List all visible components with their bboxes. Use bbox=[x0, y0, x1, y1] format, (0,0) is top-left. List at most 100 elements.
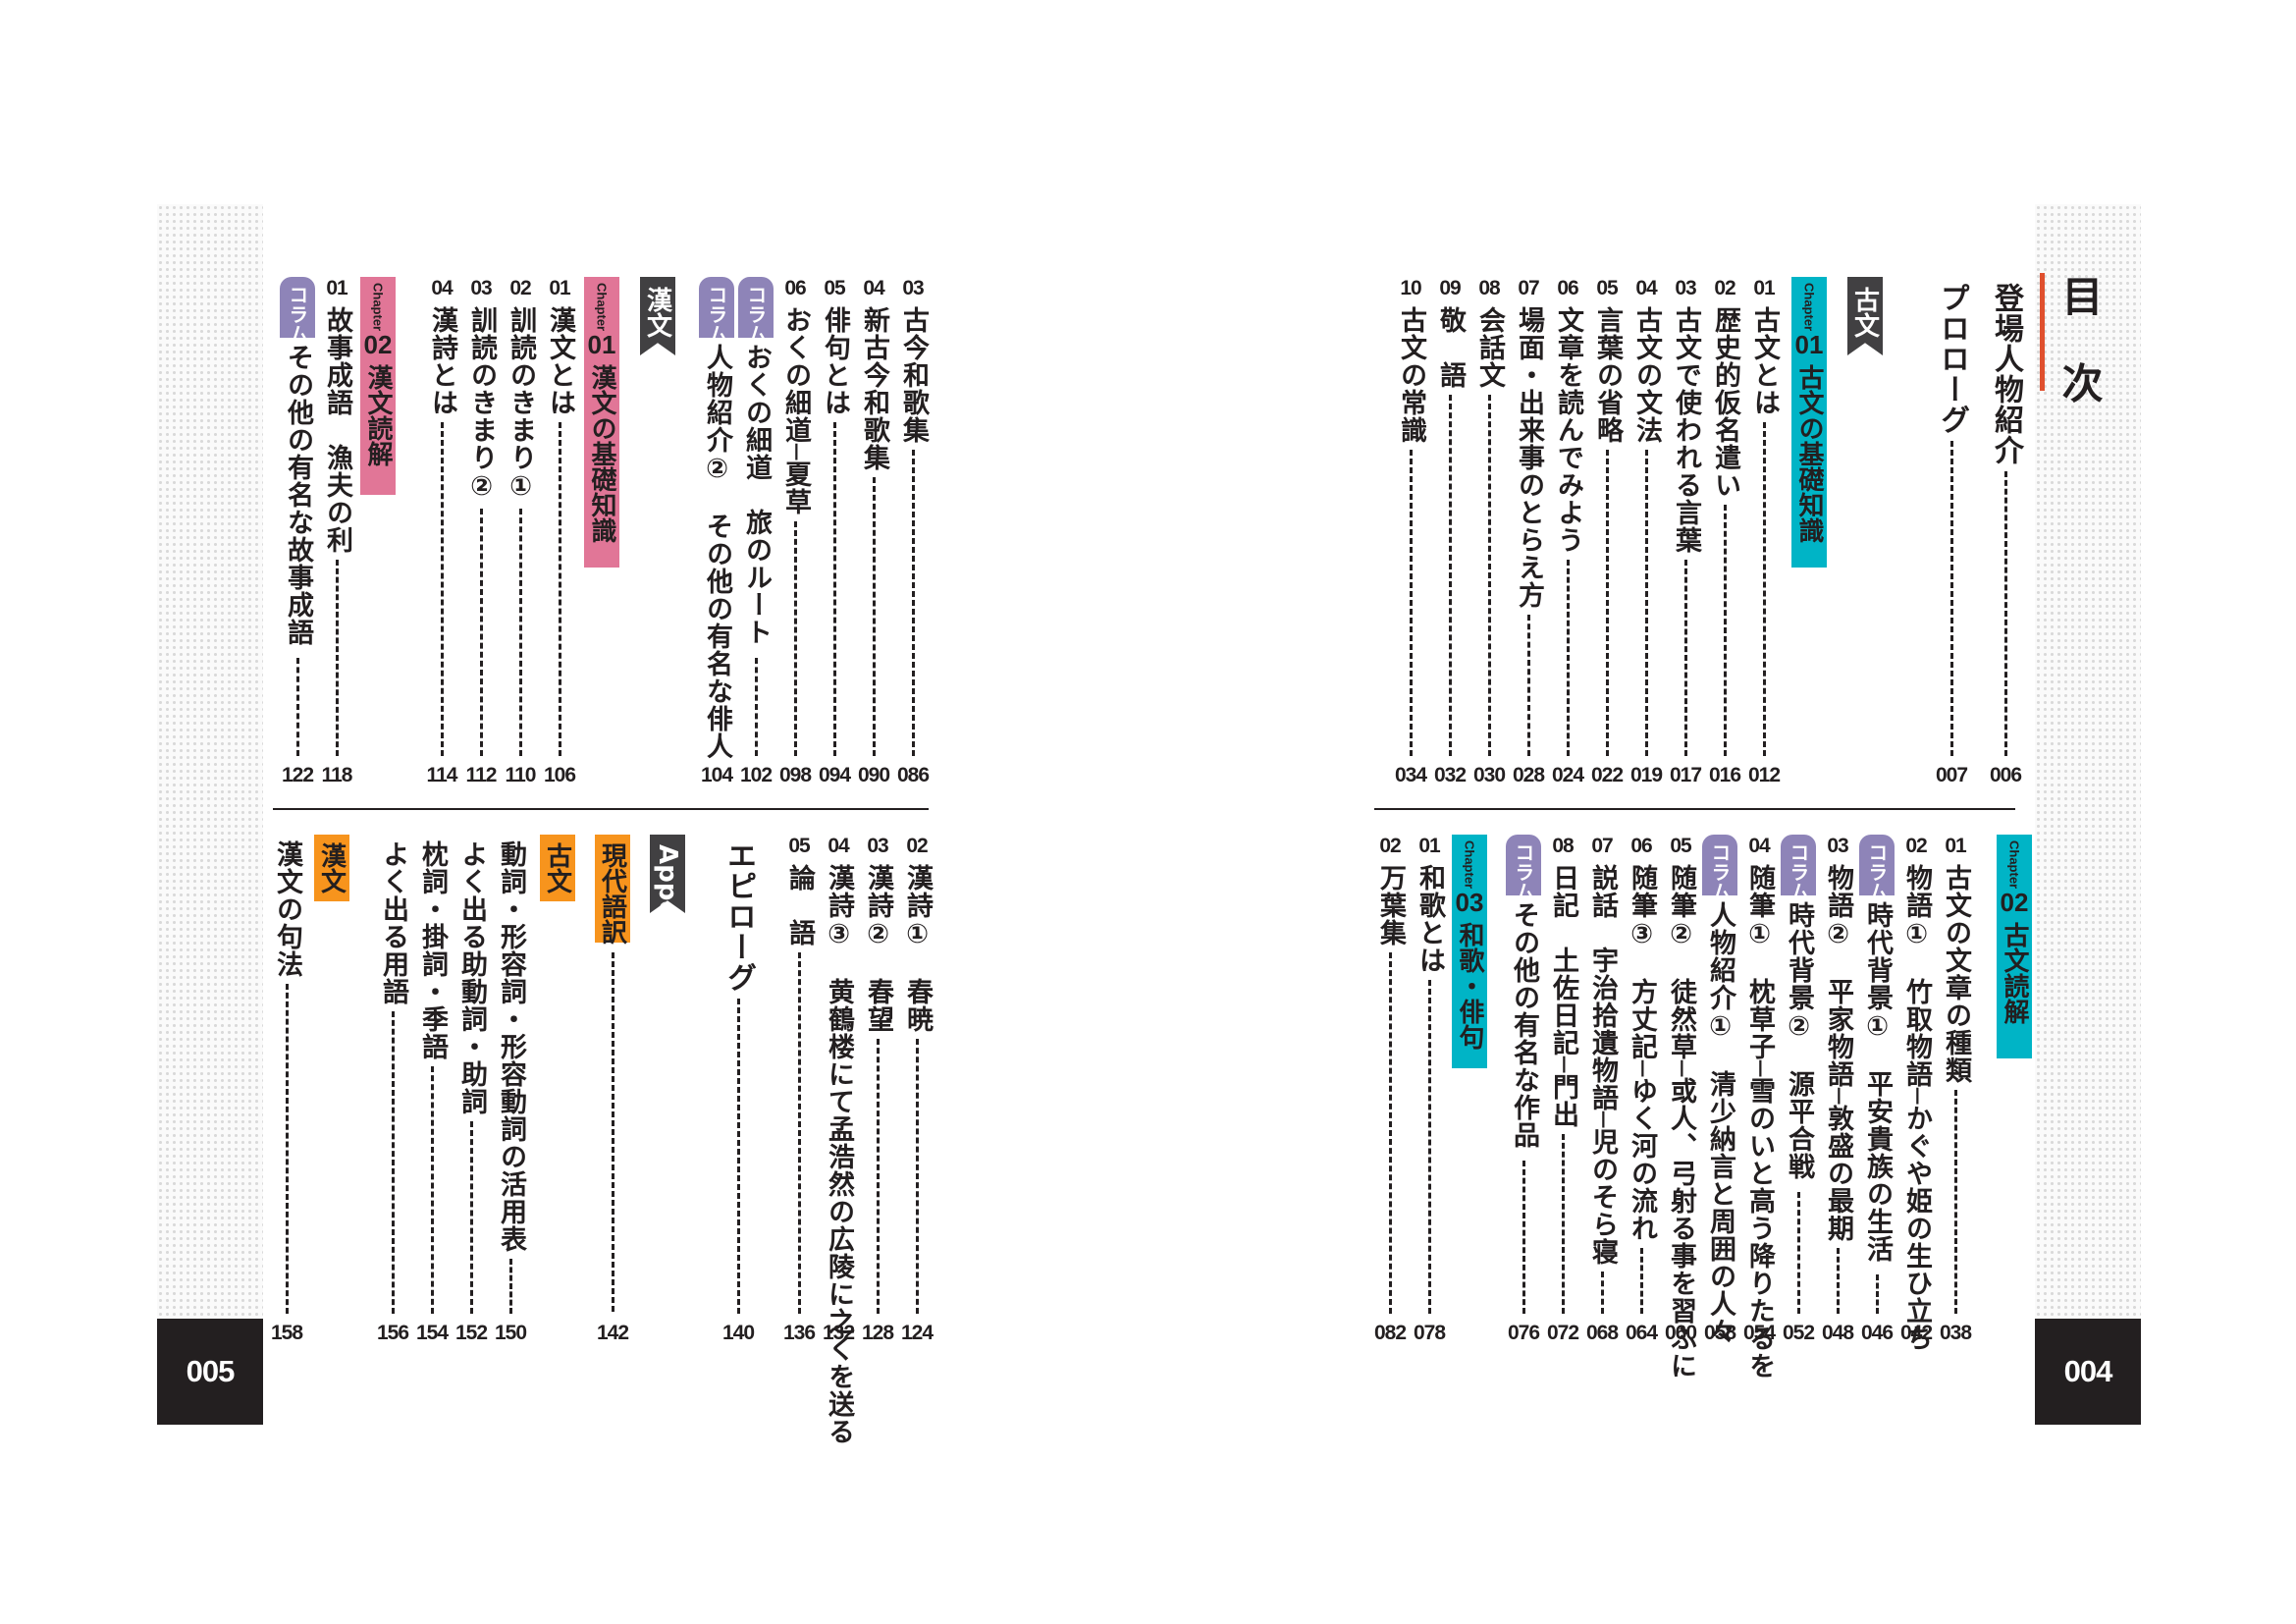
toc-entry-text: 01 漢文とは bbox=[540, 277, 579, 416]
toc-entry-page: 016 bbox=[1708, 764, 1741, 786]
toc-entry[interactable]: 01 漢文とは 106 bbox=[540, 0, 579, 1624]
toc-entry-title: プロローグ bbox=[1935, 283, 1969, 435]
toc-entry-number: 06 bbox=[784, 277, 806, 299]
toc-entry[interactable]: 02 歴史的仮名遣い 016 bbox=[1705, 0, 1744, 1624]
chapter-title: 漢文読解 bbox=[363, 364, 393, 467]
toc-entry[interactable]: 06 随筆③ 方丈記─ゆく河の流れ 064 bbox=[1622, 0, 1661, 1624]
toc-entry[interactable]: 05 随筆② 徒然草─或人、弓射る事を習ふに 060 bbox=[1661, 0, 1700, 1624]
leader-dots bbox=[755, 658, 758, 756]
toc-entry[interactable]: 04 漢詩とは 114 bbox=[422, 0, 461, 1624]
kanbun-box-label: 漢文 bbox=[316, 842, 347, 893]
toc-entry[interactable]: 02 訓読のきまり① 110 bbox=[501, 0, 540, 1624]
toc-entry[interactable]: 06 おくの細道─夏草 098 bbox=[775, 0, 815, 1624]
toc-entry[interactable]: 02 漢詩① 春暁 124 bbox=[897, 0, 936, 1624]
toc-entry[interactable]: よく出る用語 156 bbox=[373, 0, 412, 1624]
toc-entry-page: 098 bbox=[778, 764, 812, 786]
toc-entry[interactable]: 08 会話文 030 bbox=[1469, 0, 1509, 1624]
toc-entry-title: おくの細道 旅のルート bbox=[741, 344, 772, 646]
toc-entry[interactable]: 03 物語② 平家物語─敦盛の最期 048 bbox=[1818, 0, 1857, 1624]
toc-entry-page: 152 bbox=[454, 1322, 488, 1344]
toc-entry[interactable]: 07 場面・出来事のとらえ方 028 bbox=[1509, 0, 1548, 1624]
column-badge-label: コラム bbox=[1787, 842, 1810, 901]
toc-entry[interactable]: 04 新古今和歌集 090 bbox=[854, 0, 893, 1624]
toc-entry-title: 訓読のきまり② bbox=[466, 306, 497, 503]
leader-dots bbox=[1428, 980, 1431, 1314]
toc-entry[interactable]: コラム 人物紹介② その他の有名な俳人 104 bbox=[697, 0, 736, 1624]
toc-entry[interactable]: 03 訓読のきまり② 112 bbox=[461, 0, 501, 1624]
toc-entry-page: 060 bbox=[1664, 1322, 1697, 1344]
toc-entry[interactable]: 漢文の句法 158 bbox=[267, 0, 306, 1624]
toc-entry-number: 10 bbox=[1400, 277, 1421, 299]
leader-dots bbox=[509, 1259, 512, 1314]
toc-entry[interactable]: コラム 時代背景① 平安貴族の生活 046 bbox=[1857, 0, 1896, 1624]
chapter-title: 古文読解 bbox=[2000, 922, 2029, 1025]
toc-entry-number: 04 bbox=[1748, 835, 1770, 857]
toc-entry[interactable]: 06 文章を読んでみよう 024 bbox=[1548, 0, 1587, 1624]
toc-entry-number: 04 bbox=[1635, 277, 1657, 299]
toc-entry[interactable]: 05 論 語 136 bbox=[779, 0, 819, 1624]
toc-entry-title: 故事成語 漁夫の利 bbox=[322, 306, 352, 554]
toc-entry[interactable]: 01 古文の文章の種類 038 bbox=[1936, 0, 1975, 1624]
toc-entry[interactable]: プロローグ 007 bbox=[1932, 0, 1971, 1624]
toc-entry[interactable]: 05 俳句とは 094 bbox=[815, 0, 854, 1624]
toc-entry[interactable]: 01 和歌とは 078 bbox=[1410, 0, 1449, 1624]
toc-entry[interactable]: コラム その他の有名な故事成語 122 bbox=[278, 0, 317, 1624]
toc-entry-page: 124 bbox=[900, 1322, 934, 1344]
toc-entry[interactable]: 01 古文とは 012 bbox=[1744, 0, 1784, 1624]
toc-entry[interactable]: 04 古文の文法 019 bbox=[1627, 0, 1666, 1624]
toc-entry[interactable]: 03 漢詩② 春望 128 bbox=[858, 0, 897, 1624]
toc-entry[interactable]: コラム 人物紹介① 清少納言と周囲の人々 058 bbox=[1700, 0, 1739, 1624]
toc-entry-title: 漢詩③ 黄鶴楼にて孟浩然の広陵に之くを送る bbox=[824, 864, 854, 1445]
leader-dots bbox=[480, 509, 483, 756]
toc-entry[interactable]: 登場人物紹介 006 bbox=[1986, 0, 2025, 1624]
toc-entry[interactable]: 02 万葉集 082 bbox=[1370, 0, 1410, 1624]
column-badge-label: コラム bbox=[744, 285, 768, 344]
toc-entry-title: 人物紹介② その他の有名な俳人 bbox=[702, 344, 732, 760]
toc-entry-title: 歴史的仮名遣い bbox=[1710, 306, 1740, 499]
toc-entry-title: 古今和歌集 bbox=[898, 306, 929, 444]
toc-entry[interactable]: 10 古文の常識 034 bbox=[1391, 0, 1430, 1624]
toc-entry[interactable]: 04 随筆① 枕草子─雪のいと高う降りたるを 054 bbox=[1739, 0, 1779, 1624]
leader-dots bbox=[1684, 560, 1687, 756]
toc-entry[interactable]: コラム その他の有名な作品 076 bbox=[1504, 0, 1543, 1624]
toc-entry[interactable]: コラム 時代背景② 源平合戦 052 bbox=[1779, 0, 1818, 1624]
toc-entry-text: 02 物語① 竹取物語─かぐや姫の生ひ立ち bbox=[1896, 835, 1936, 1352]
toc-entry[interactable]: 動詞・形容詞・形容動詞の活用表 150 bbox=[491, 0, 530, 1624]
toc-entry-page: 102 bbox=[739, 764, 773, 786]
toc-entry-title: 随筆① 枕草子─雪のいと高う降りたるを bbox=[1744, 864, 1775, 1380]
kobun-box-label: 古文 bbox=[542, 842, 572, 893]
toc-entry[interactable]: 03 古文で使われる言葉 017 bbox=[1666, 0, 1705, 1624]
toc-entry[interactable]: 09 敬 語 032 bbox=[1430, 0, 1469, 1624]
toc-entry-number: 01 bbox=[1753, 277, 1775, 299]
toc-entry[interactable]: 01 故事成語 漁夫の利 118 bbox=[317, 0, 356, 1624]
leader-dots bbox=[737, 999, 740, 1314]
toc-entry-number: 02 bbox=[1905, 835, 1927, 857]
toc-entry[interactable]: 07 説話 宇治拾遺物語─児のそら寝 068 bbox=[1582, 0, 1622, 1624]
toc-entry-number: 02 bbox=[906, 835, 928, 857]
chapter-title: 漢文の基礎知識 bbox=[587, 364, 616, 544]
toc-entry-text: 04 新古今和歌集 bbox=[854, 277, 893, 471]
toc-entry-number: 04 bbox=[828, 835, 849, 857]
toc-entry-text: 動詞・形容詞・形容動詞の活用表 bbox=[491, 835, 530, 1253]
toc-entry[interactable]: よく出る助動詞・助詞 152 bbox=[452, 0, 491, 1624]
toc-entry[interactable]: 02 物語① 竹取物語─かぐや姫の生ひ立ち 042 bbox=[1896, 0, 1936, 1624]
toc-entry-number: 05 bbox=[824, 277, 845, 299]
toc-entry[interactable]: 04 漢詩③ 黄鶴楼にて孟浩然の広陵に之くを送る 132 bbox=[819, 0, 858, 1624]
toc-entry[interactable]: コラム おくの細道 旅のルート 102 bbox=[736, 0, 775, 1624]
toc-entry[interactable]: 03 古今和歌集 086 bbox=[893, 0, 933, 1624]
toc-entry-title: おくの細道─夏草 bbox=[780, 306, 811, 516]
toc-entry[interactable]: 05 言葉の省略 022 bbox=[1587, 0, 1627, 1624]
toc-entry-title: 古文の文法 bbox=[1631, 306, 1662, 444]
leader-dots bbox=[1410, 450, 1413, 756]
toc-entry-text: 02 漢詩① 春暁 bbox=[897, 835, 936, 1033]
toc-entry[interactable]: 142 bbox=[593, 0, 632, 1624]
toc-entry[interactable]: エピローグ 140 bbox=[719, 0, 758, 1624]
toc-entry-number: 03 bbox=[1675, 277, 1696, 299]
toc-entry[interactable]: 枕詞・掛詞・季語 154 bbox=[412, 0, 452, 1624]
toc-entry[interactable]: 08 日記 土佐日記─門出 072 bbox=[1543, 0, 1582, 1624]
toc-entry-text: 02 歴史的仮名遣い bbox=[1705, 277, 1744, 499]
leader-dots bbox=[1950, 441, 1953, 756]
toc-entry-title: 時代背景② 源平合戦 bbox=[1784, 901, 1814, 1180]
toc-entry-title: 万葉集 bbox=[1375, 864, 1406, 947]
toc-entry-text: 09 敬 語 bbox=[1430, 277, 1469, 389]
